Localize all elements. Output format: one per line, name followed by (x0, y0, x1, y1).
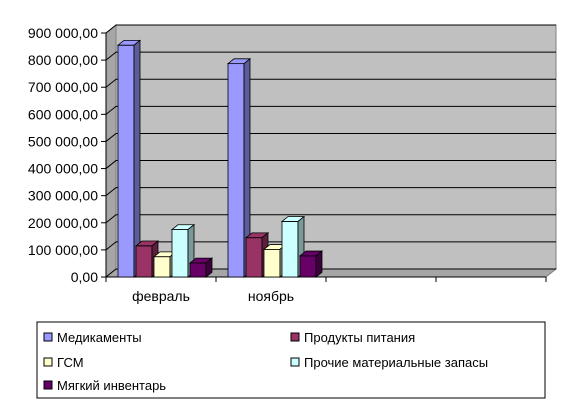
legend-item: Мягкий инвентарь (43, 378, 166, 393)
y-tick-label: 300 000,00 (28, 188, 98, 204)
legend-item: Прочие материальные запасы (290, 355, 488, 370)
legend-label: Мягкий инвентарь (57, 378, 166, 393)
gridline (105, 24, 556, 34)
y-tick-label: 900 000,00 (28, 25, 98, 41)
y-tick-label: 500 000,00 (28, 133, 98, 149)
x-tick-label: ноябрь (248, 288, 294, 304)
gridline (105, 160, 556, 169)
gridline (105, 214, 556, 224)
gridline (105, 105, 556, 115)
bars (116, 39, 324, 278)
y-tick-label: 400 000,00 (28, 161, 98, 177)
x-axis: февраль ноябрь (105, 276, 547, 304)
legend: Медикаменты Продукты питания ГСМ Прочие мат… (36, 321, 546, 399)
gridline (105, 241, 556, 251)
bar-1-2 (226, 58, 252, 278)
legend-item: Продукты питания (290, 330, 415, 345)
gridline (105, 268, 556, 278)
gridlines (105, 24, 556, 278)
legend-swatch (43, 332, 53, 342)
x-tick-label: февраль (132, 288, 190, 304)
y-tick-label: 200 000,00 (28, 215, 98, 231)
legend-swatch (43, 380, 53, 390)
legend-label: Медикаменты (57, 330, 142, 345)
legend-item: Медикаменты (43, 330, 142, 345)
legend-swatch (43, 357, 53, 367)
legend-swatch (290, 332, 300, 342)
y-tick-label: 600 000,00 (28, 106, 98, 122)
y-tick-label: 0,00 (71, 269, 98, 285)
y-tick-label: 700 000,00 (28, 79, 98, 95)
legend-label: Продукты питания (304, 330, 415, 345)
side-wall (105, 23, 117, 279)
y-tick-label: 100 000,00 (28, 242, 98, 258)
bar-5-2 (298, 250, 324, 278)
gridline (105, 51, 556, 61)
legend-label: ГСМ (57, 355, 84, 370)
y-axis: 0,00 100 000,00 200 000,00 300 000,00 400 00… (28, 25, 107, 285)
gridline (105, 78, 556, 88)
bar-5-1 (188, 257, 214, 278)
y-tick-label: 800 000,00 (28, 52, 98, 68)
bar-4-1 (170, 223, 196, 278)
gridline (105, 187, 556, 197)
legend-label: Прочие материальные запасы (304, 355, 488, 370)
legend-item: ГСМ (43, 355, 84, 370)
bar-1-1 (116, 39, 142, 278)
gridline (105, 132, 556, 142)
legend-swatch (290, 357, 300, 367)
